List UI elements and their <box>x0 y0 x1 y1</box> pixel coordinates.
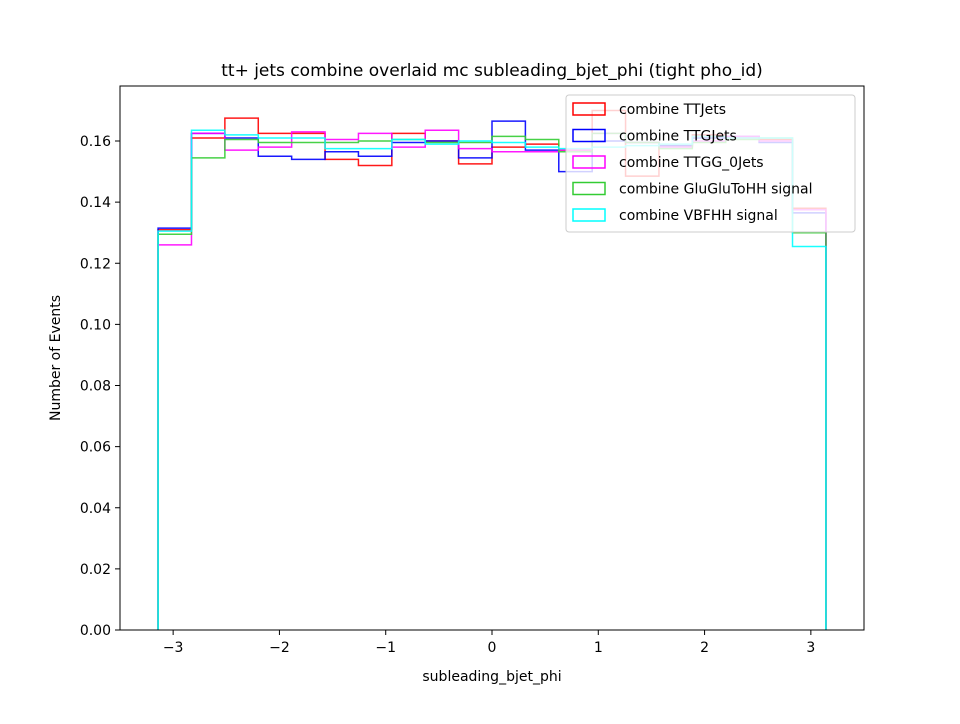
x-tick-label: 2 <box>700 640 709 656</box>
x-tick-label: 1 <box>594 640 603 656</box>
x-axis-label: subleading_bjet_phi <box>422 669 561 685</box>
legend-swatch-0 <box>572 102 606 116</box>
y-tick-label: 0.12 <box>80 256 111 272</box>
chart-title: tt+ jets combine overlaid mc subleading_… <box>221 61 763 81</box>
x-tick-label: −3 <box>163 640 184 656</box>
x-tick-label: −1 <box>375 640 396 656</box>
legend-frame <box>565 94 856 233</box>
x-axis-ticks: −3 −2 −1 0 1 2 3 <box>163 630 815 656</box>
x-tick-label: 0 <box>488 640 497 656</box>
x-tick-label: −2 <box>269 640 290 656</box>
y-tick-label: 0.02 <box>80 562 111 578</box>
legend-swatch-1 <box>572 128 606 143</box>
legend: combine TTJets combine TTGJets combine TTG… <box>565 94 856 233</box>
y-tick-label: 0.16 <box>80 134 111 150</box>
legend-swatch-3 <box>572 181 606 196</box>
y-tick-label: 0.14 <box>80 195 111 211</box>
y-tick-label: 0.00 <box>80 623 111 639</box>
x-tick-label: 3 <box>806 640 815 656</box>
y-axis-ticks: 0.00 0.02 0.04 0.06 0.08 0.10 0.12 0.14 0.16 <box>80 134 120 639</box>
y-tick-label: 0.10 <box>80 317 111 333</box>
y-tick-label: 0.04 <box>80 501 111 517</box>
legend-label-1: combine TTGJets <box>619 129 737 145</box>
y-axis-label: Number of Events <box>48 295 64 421</box>
legend-swatch-4 <box>572 208 606 222</box>
legend-swatch-2 <box>572 155 606 169</box>
legend-label-2: combine TTGG_0Jets <box>619 155 764 171</box>
legend-label-3: combine GluGluToHH signal <box>619 182 813 198</box>
legend-label-4: combine VBFHH signal <box>619 208 778 224</box>
legend-label-0: combine TTJets <box>619 102 726 118</box>
y-tick-label: 0.08 <box>80 379 111 395</box>
y-tick-label: 0.06 <box>80 440 111 456</box>
